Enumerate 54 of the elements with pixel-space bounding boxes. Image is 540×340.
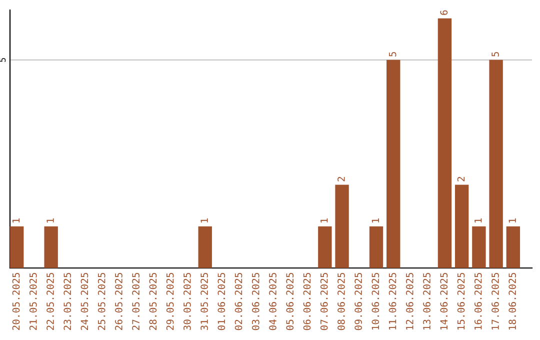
- x-tick-label: 07.06.2025: [320, 272, 328, 330]
- x-tick-label: 22.05.2025: [46, 272, 54, 330]
- data-label: 5: [388, 52, 396, 56]
- x-tick-label: 10.06.2025: [372, 272, 380, 330]
- bar: [335, 184, 349, 268]
- x-tick-label: 18.06.2025: [508, 272, 516, 330]
- data-label: 1: [508, 218, 516, 222]
- x-tick-label: 23.05.2025: [64, 272, 72, 330]
- bar: [472, 226, 486, 268]
- x-tick-label: 21.05.2025: [29, 272, 37, 330]
- bar: [506, 226, 520, 268]
- x-tick-label: 04.06.2025: [269, 272, 276, 330]
- x-tick-label: 17.06.2025: [492, 272, 499, 330]
- bar: [438, 18, 452, 268]
- x-tick-label: 26.05.2025: [115, 272, 122, 330]
- data-label: 1: [372, 218, 379, 222]
- bar: [44, 226, 58, 268]
- x-tick-label: 30.05.2025: [183, 272, 191, 330]
- data-label: 1: [46, 218, 54, 222]
- x-tick-label: 09.06.2025: [354, 272, 362, 330]
- bar: [489, 60, 503, 268]
- bar: [454, 184, 469, 268]
- x-tick-label: 05.06.2025: [286, 272, 294, 330]
- bar: [369, 226, 384, 268]
- x-tick-label: 06.06.2025: [303, 272, 311, 330]
- bar: [318, 226, 332, 268]
- data-label: 1: [200, 218, 208, 222]
- data-label: 5: [492, 52, 499, 56]
- data-label: 1: [12, 218, 20, 222]
- data-label: 2: [457, 176, 465, 182]
- x-tick-label: 02.06.2025: [234, 272, 242, 330]
- x-tick-label: 25.05.2025: [98, 272, 106, 330]
- bar: [198, 226, 212, 268]
- data-label: 2: [338, 176, 345, 182]
- x-tick-label: 28.05.2025: [149, 272, 157, 330]
- x-tick-label: 08.06.2025: [338, 272, 345, 330]
- x-tick-label: 29.05.2025: [166, 272, 174, 330]
- x-tick-label: 31.05.2025: [200, 272, 208, 330]
- bar: [386, 60, 400, 268]
- x-tick-label: 24.05.2025: [80, 272, 88, 330]
- x-tick-label: 03.06.2025: [252, 272, 260, 330]
- x-tick-label: 12.06.2025: [406, 272, 414, 330]
- x-tick-label: 01.06.2025: [218, 272, 226, 330]
- x-tick-label: 27.05.2025: [132, 272, 140, 330]
- x-tick-label: 13.06.2025: [423, 272, 430, 330]
- x-tick-label: 15.06.2025: [457, 272, 465, 330]
- x-tick-label: 11.06.2025: [388, 272, 396, 330]
- x-tick-label: 20.05.2025: [12, 272, 20, 330]
- data-label: 6: [440, 10, 448, 15]
- x-tick-label: 14.06.2025: [440, 272, 448, 330]
- x-tick-label: 16.06.2025: [474, 272, 482, 330]
- data-label: 1: [474, 218, 482, 222]
- data-label: 1: [320, 218, 328, 222]
- bar: [10, 226, 24, 268]
